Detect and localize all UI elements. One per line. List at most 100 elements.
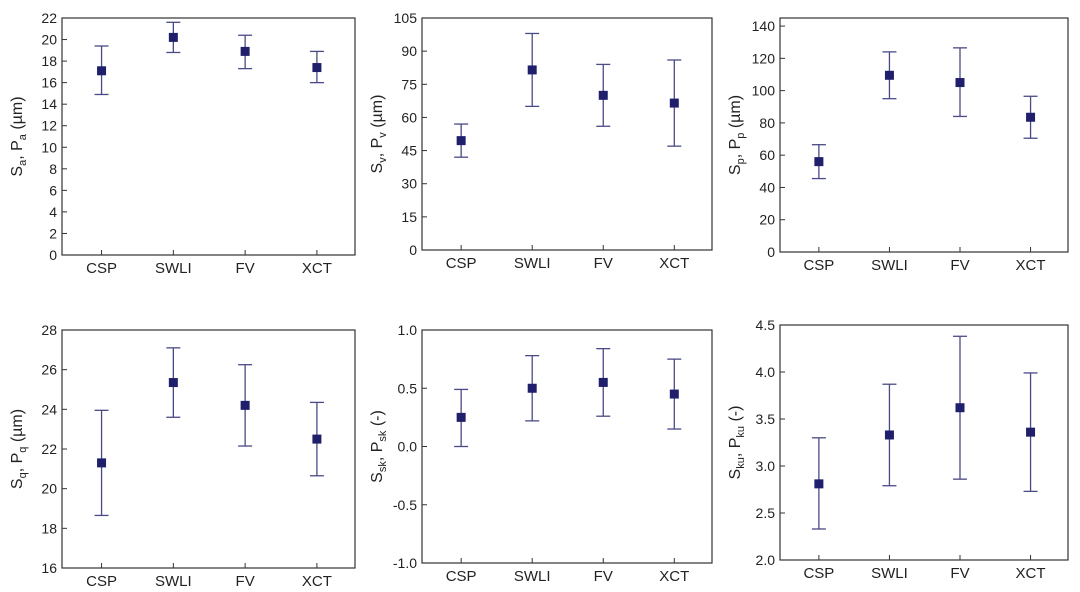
data-point-fv [240,400,250,410]
x-tick-label: FV [236,260,255,277]
plot-frame [779,324,1069,561]
y-tick-label: 60 [759,147,775,163]
y-tick-label: 24 [41,401,57,417]
y-axis-label-subscript: p [735,158,747,164]
y-axis-label-subscript: a [17,133,29,140]
y-axis-label-subscript: q [17,472,29,478]
y-axis-label: Sq, Pq (µm) [9,409,29,489]
x-tick-label: XCT [302,260,332,277]
data-point-xct [669,98,679,108]
data-point-csp [97,66,107,76]
data-point-swli [884,70,894,80]
y-axis-label-part: , [727,448,744,457]
y-axis-label-part: S [9,166,26,177]
plot-frame [421,329,713,564]
x-tick-label: XCT [659,568,689,585]
data-point-csp [814,157,824,167]
y-tick-label: 20 [41,32,57,48]
y-tick-label: 0.5 [398,380,418,396]
y-tick-label: 14 [41,96,57,112]
x-tick-label: SWLI [514,568,551,585]
y-axis-label-subscript: sk [377,430,389,442]
y-tick-label: 80 [759,115,775,131]
x-tick-label: XCT [1016,257,1046,274]
y-tick-label: 90 [401,43,417,59]
x-tick-label: XCT [659,255,689,272]
data-point-csp [814,479,824,489]
x-tick-label: SWLI [871,257,908,274]
x-tick-label: XCT [1016,565,1046,582]
y-axis-label-part: (-) [369,410,386,430]
x-tick-label: CSP [86,573,117,590]
x-tick-label: CSP [86,260,117,277]
y-axis-label-subscript: v [377,157,389,163]
y-tick-label: 22 [41,441,57,457]
y-axis-label-part: P [369,442,386,453]
y-axis-label-subscript: q [17,447,29,453]
x-tick-label: SWLI [871,565,908,582]
chart-panel-5: -1.0 -0.5 0.0 0.5 1.0 CSP SWLI FV XCT Ssk, Psk (-… [369,322,713,585]
x-tick-label: FV [594,568,613,585]
data-point-swli [168,378,178,388]
y-axis-label-part: , [727,149,744,158]
y-axis-label: Sv, Pv (µm) [369,95,389,174]
x-tick-label: CSP [803,257,834,274]
y-tick-label: 2.0 [756,552,776,568]
y-tick-label: 18 [41,520,57,536]
y-tick-label: 0 [767,244,775,260]
x-tick-label: FV [236,573,255,590]
data-point-xct [669,389,679,399]
y-tick-label: 2.5 [756,505,776,521]
y-axis-label-part: , [369,452,386,461]
y-tick-label: -1.0 [393,555,417,571]
data-point-fv [240,46,250,56]
y-tick-label: 0.0 [398,439,418,455]
y-axis-label-subscript: p [735,133,747,139]
plot-frame [61,329,356,569]
data-point-swli [527,65,537,75]
y-tick-label: 15 [401,209,417,225]
x-tick-label: XCT [302,573,332,590]
y-tick-label: 45 [401,143,417,159]
y-tick-label: 8 [49,161,57,177]
x-tick-label: SWLI [155,573,192,590]
data-point-xct [312,63,322,73]
y-axis-label-part: (µm) [9,96,26,134]
x-tick-label: CSP [446,255,477,272]
data-point-xct [1026,112,1036,122]
y-tick-label: 0 [409,242,417,258]
y-tick-label: 4 [49,204,57,220]
y-axis-label-part: S [727,164,744,175]
y-axis-label-part: P [369,138,386,149]
y-axis-label-part: S [9,478,26,489]
plot-frame [421,17,713,251]
y-tick-label: 20 [41,481,57,497]
x-tick-label: CSP [803,565,834,582]
y-tick-label: -0.5 [393,497,417,513]
y-tick-label: 140 [752,18,776,34]
data-point-csp [97,458,107,468]
chart-panel-4: 16 18 20 22 24 26 28 CSP SWLI FV XCT Sq, Pq (µm) [9,322,356,590]
data-point-fv [598,90,608,100]
plot-frame [779,17,1069,253]
y-tick-label: 2 [49,225,57,241]
data-point-csp [456,412,466,422]
y-axis-label-part: S [369,472,386,483]
plot-frame [61,17,356,256]
data-point-fv [598,377,608,387]
chart-panel-2: 0 15 30 45 60 75 90 105 CSP SWLI FV XCT Sv, Pv (µm) [369,10,713,272]
y-tick-label: 20 [759,212,775,228]
y-tick-label: 3.0 [756,458,776,474]
data-point-swli [884,430,894,440]
y-axis-label: Sp, Pp (µm) [727,95,747,175]
y-axis-label-part: S [369,163,386,174]
y-axis-label-subscript: sk [377,461,389,473]
y-tick-label: 3.5 [756,411,776,427]
x-tick-label: SWLI [155,260,192,277]
chart-panel-1: 0 2 4 6 8 10 12 14 16 18 20 22 CSP SWLI FV XCT Sa, Pa (µ… [9,10,356,277]
x-tick-label: CSP [446,568,477,585]
y-tick-label: 120 [752,50,776,66]
data-point-fv [955,78,965,88]
y-axis-label-subscript: ku [735,426,747,438]
